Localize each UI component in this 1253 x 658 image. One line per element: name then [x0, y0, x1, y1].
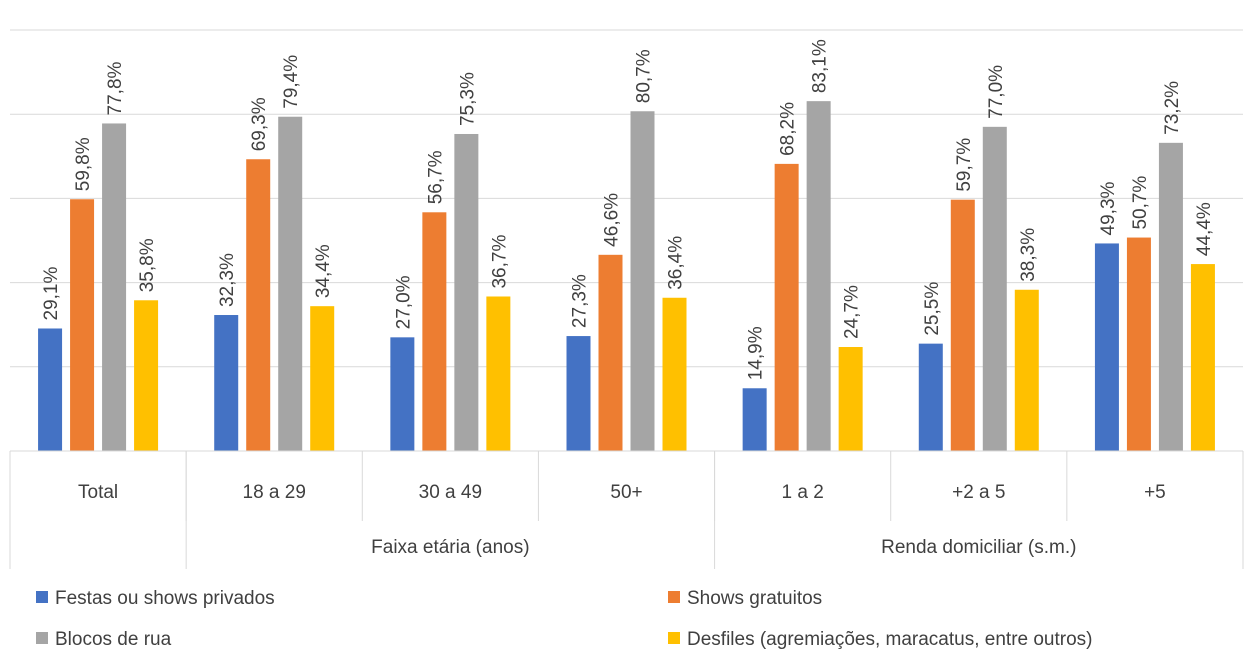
legend-item: Festas ou shows privados	[36, 588, 275, 609]
bar	[1014, 289, 1039, 451]
data-label: 56,7%	[425, 150, 446, 204]
data-label: 80,7%	[634, 49, 655, 103]
data-label: 50,7%	[1130, 176, 1151, 230]
data-label: 32,3%	[217, 253, 238, 307]
legend-label: Shows gratuitos	[687, 588, 822, 609]
group-label: Faixa etária (anos)	[371, 537, 529, 558]
data-label: 29,1%	[41, 267, 62, 321]
bar	[38, 328, 63, 451]
bar	[598, 254, 623, 451]
data-label: 73,2%	[1162, 81, 1183, 135]
bar	[630, 111, 655, 452]
data-label: 34,4%	[313, 244, 334, 298]
data-label: 75,3%	[457, 72, 478, 126]
data-label: 27,0%	[393, 275, 414, 329]
data-label: 24,7%	[842, 285, 863, 339]
bar	[1094, 243, 1119, 451]
legend-item: Shows gratuitos	[668, 588, 822, 609]
bar	[982, 126, 1007, 451]
bar	[950, 199, 975, 451]
legend-swatch	[36, 632, 48, 644]
category-tick-label: 18 a 29	[243, 482, 306, 503]
data-label: 83,1%	[810, 39, 831, 93]
bar	[214, 315, 239, 451]
category-tick-label: 1 a 2	[782, 482, 824, 503]
group-label: Renda domiciliar (s.m.)	[881, 537, 1076, 558]
data-label: 49,3%	[1098, 181, 1119, 235]
data-label: 38,3%	[1018, 228, 1039, 282]
value-labels: 29,1% 59,8% 77,8% 35,8% 32,3% 69,3% 79,4% 34,4%…	[41, 39, 1215, 380]
category-tick-label: +5	[1144, 482, 1166, 503]
data-label: 68,2%	[778, 102, 799, 156]
bar	[662, 297, 687, 451]
legend-label: Desfiles (agremiações, maracatus, entre …	[687, 629, 1093, 650]
bar	[246, 159, 271, 451]
legend-swatch	[668, 632, 680, 644]
gridlines	[10, 29, 1243, 452]
data-label: 77,8%	[105, 61, 126, 115]
bar	[1190, 264, 1215, 451]
bar	[310, 306, 335, 451]
bar	[838, 347, 863, 451]
data-label: 59,8%	[73, 137, 94, 191]
bar	[774, 163, 799, 452]
legend-item: Blocos de rua	[36, 629, 172, 650]
bar	[70, 199, 95, 451]
legend: Festas ou shows privados Shows gratuitos B…	[36, 588, 1093, 650]
bar	[422, 212, 447, 451]
data-label: 35,8%	[137, 238, 158, 292]
data-label: 46,6%	[602, 193, 623, 247]
category-tick-label: +2 a 5	[952, 482, 1005, 503]
bar	[1158, 142, 1183, 451]
data-label: 36,4%	[666, 236, 687, 290]
bar	[566, 336, 591, 451]
category-tick-label: Total	[78, 482, 118, 503]
bar	[278, 116, 303, 451]
data-label: 79,4%	[281, 55, 302, 109]
bar	[806, 101, 831, 452]
data-label: 69,3%	[249, 97, 270, 151]
data-label: 77,0%	[986, 65, 1007, 119]
legend-swatch	[36, 591, 48, 603]
bars	[38, 101, 1215, 452]
data-label: 27,3%	[570, 274, 591, 328]
category-tick-label: 30 a 49	[419, 482, 482, 503]
data-label: 36,7%	[489, 235, 510, 289]
bar	[134, 300, 159, 451]
data-label: 14,9%	[746, 326, 767, 380]
bar	[918, 343, 943, 451]
bar	[486, 296, 511, 451]
data-label: 44,4%	[1194, 202, 1215, 256]
bar	[742, 388, 767, 451]
data-label: 59,7%	[954, 138, 975, 192]
legend-item: Desfiles (agremiações, maracatus, entre …	[668, 629, 1093, 650]
category-tick-label: 50+	[610, 482, 642, 503]
x-axis: Total 18 a 29 30 a 49 50+ 1 a 2 +2 a 5 +5 Faixa…	[9, 450, 1244, 569]
bar	[1126, 237, 1151, 451]
legend-label: Festas ou shows privados	[55, 588, 275, 609]
legend-label: Blocos de rua	[55, 629, 172, 650]
bar	[454, 133, 479, 451]
bar	[390, 337, 415, 451]
bar	[102, 123, 127, 451]
legend-swatch	[668, 591, 680, 603]
data-label: 25,5%	[922, 282, 943, 336]
